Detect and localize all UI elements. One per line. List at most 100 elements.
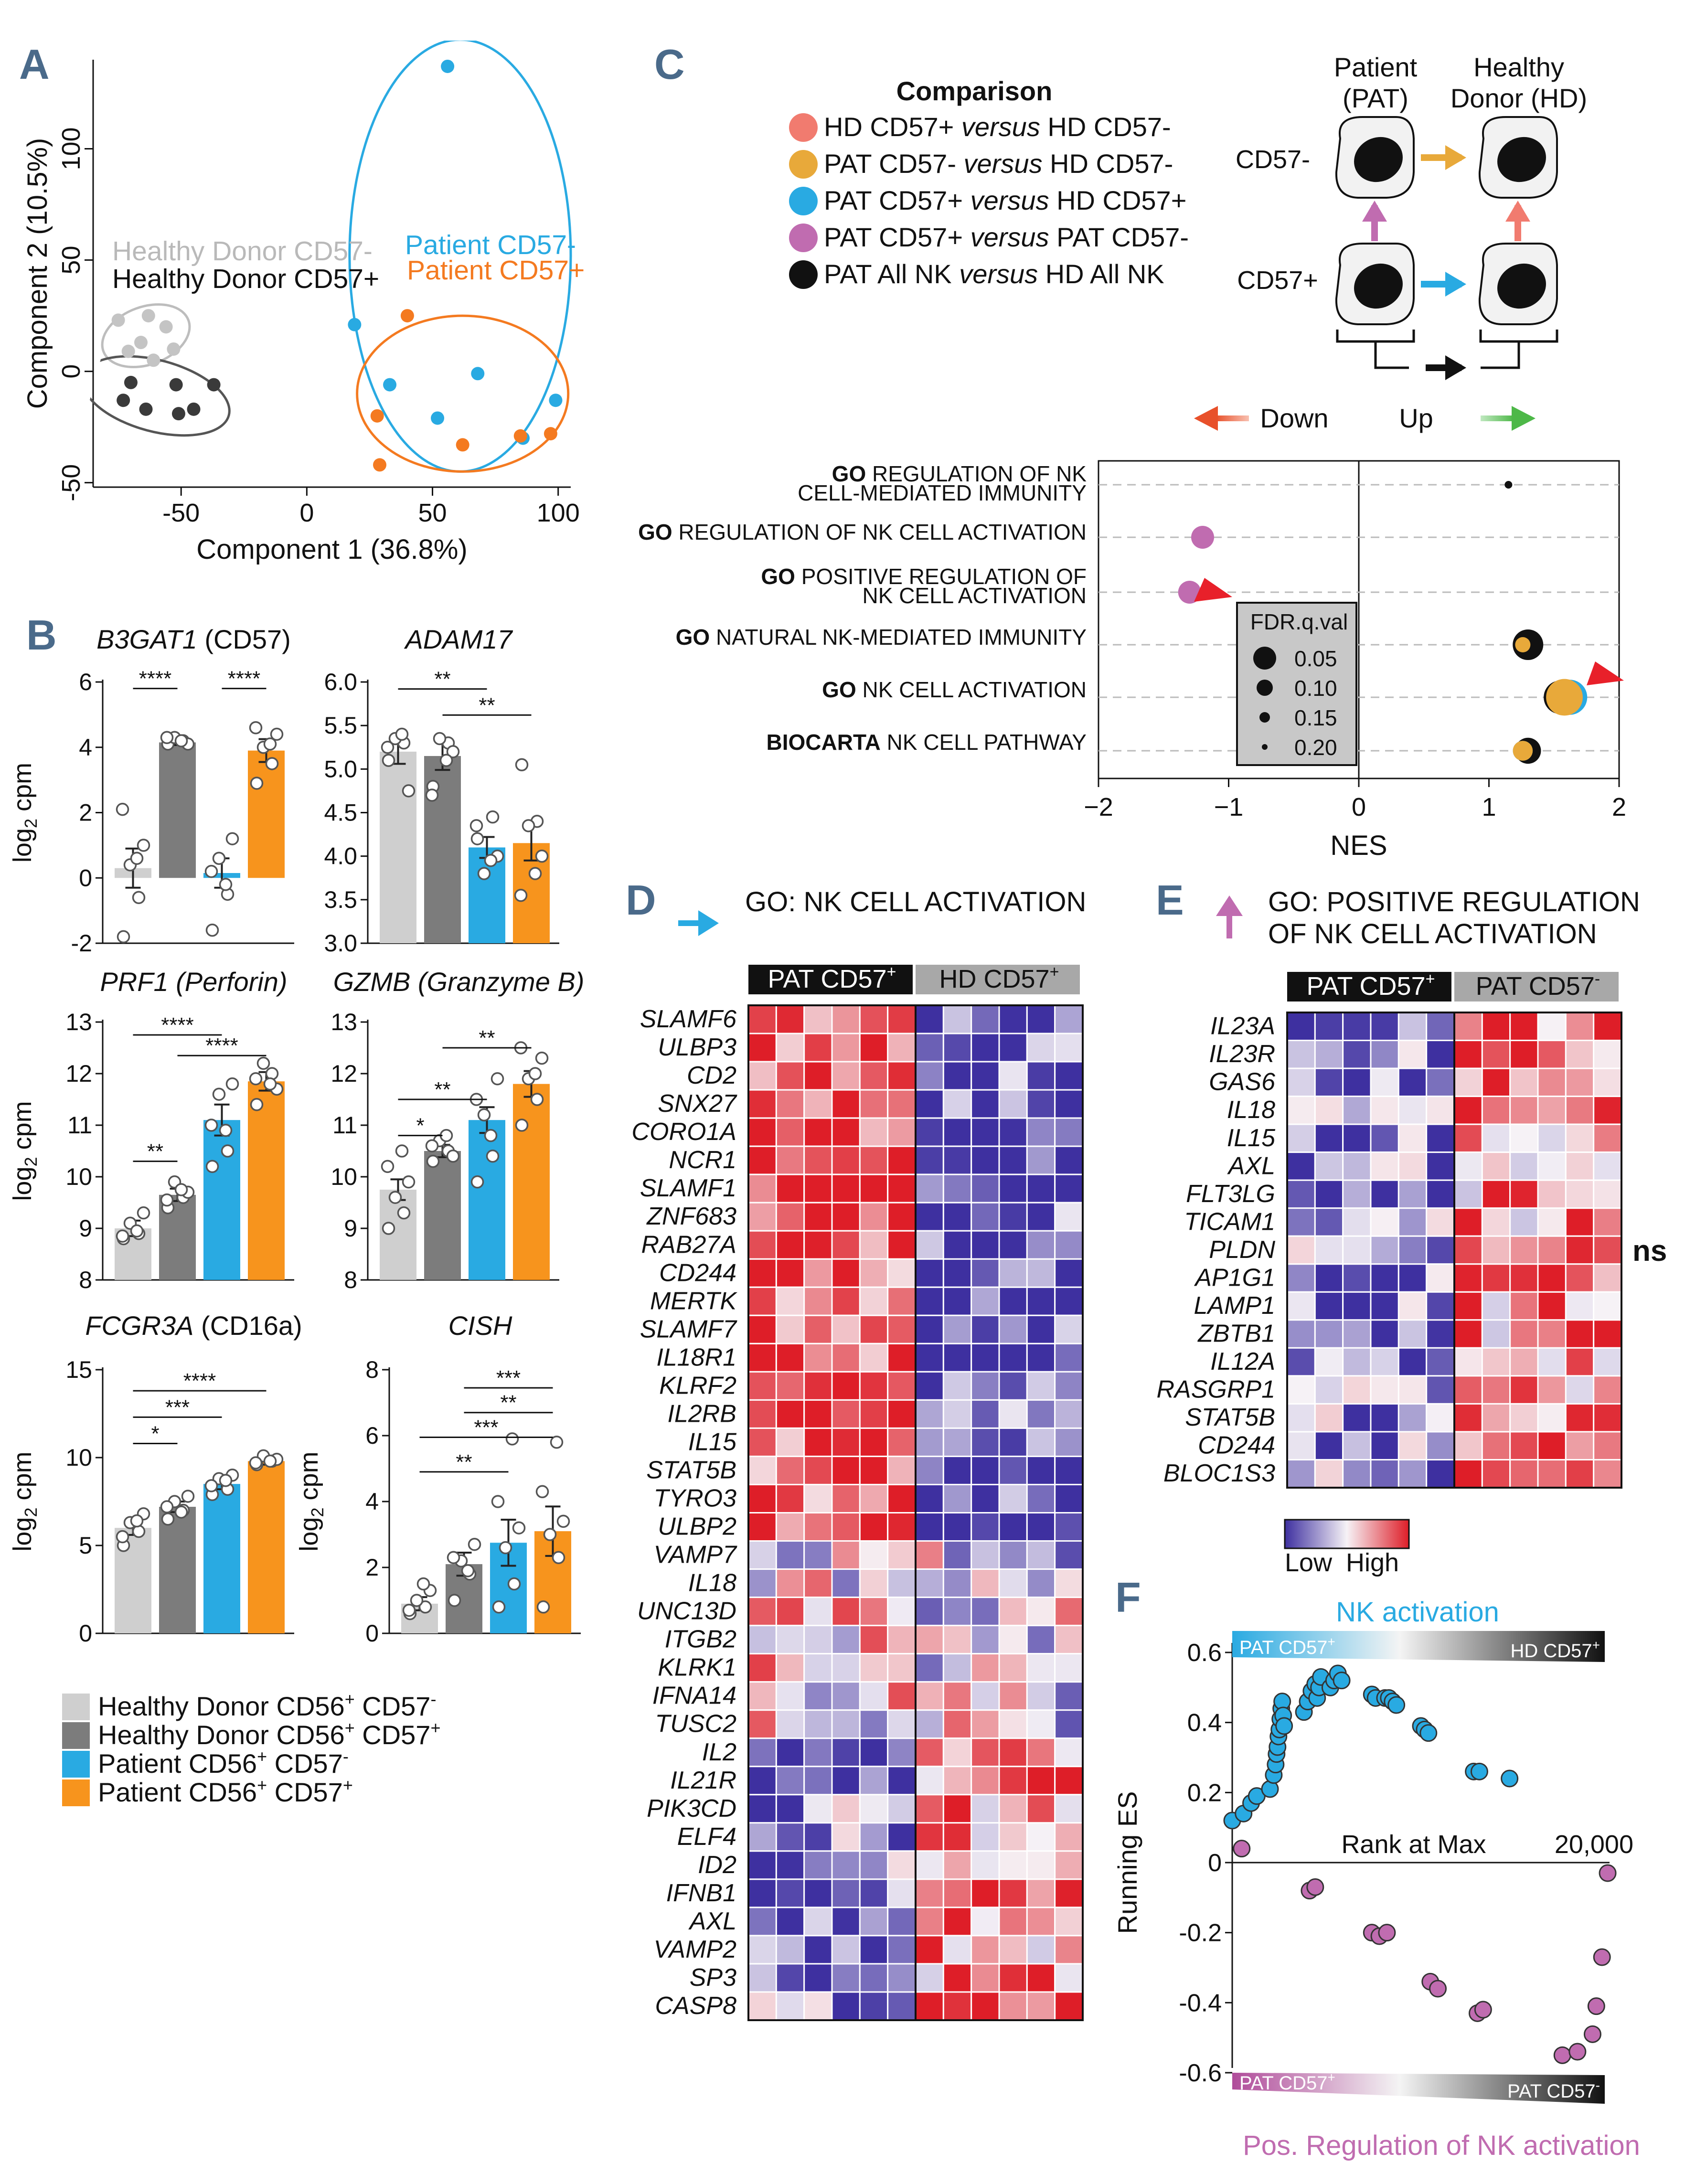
- heatmap-cell: [887, 1963, 917, 1993]
- replicate-point: [160, 1193, 174, 1207]
- heatmap-cell: [887, 1314, 917, 1344]
- replicate-point: [116, 1229, 129, 1243]
- heatmap-cell: [803, 1991, 833, 2021]
- gene-label: TICAM1: [1184, 1208, 1275, 1236]
- significance-label: ****: [161, 1013, 194, 1037]
- bottom-bar-label: PAT CD57-: [1507, 2078, 1600, 2102]
- replicate-point: [535, 849, 549, 863]
- heatmap-cell: [1026, 1427, 1056, 1457]
- y-tick-label: 5.0: [324, 756, 357, 782]
- size-legend-dot: [1257, 680, 1273, 696]
- heatmap-cell: [1426, 1347, 1455, 1377]
- heatmap-cell: [1054, 1230, 1084, 1260]
- heatmap-cell: [915, 1991, 944, 2021]
- heatmap-cell: [1342, 1067, 1372, 1097]
- heatmap-cell: [859, 1286, 889, 1316]
- down-arrow-shaft: [1216, 415, 1249, 421]
- replicate-point: [132, 891, 146, 905]
- y-tick-label: -0.6: [1179, 2059, 1222, 2087]
- y-tick-label: 4: [79, 734, 92, 761]
- heatmap-cell: [747, 1653, 777, 1683]
- heatmap-cell: [1054, 1653, 1084, 1683]
- significance-label: ****: [183, 1369, 216, 1393]
- heatmap-cell: [775, 1568, 805, 1598]
- heatmap-cell: [998, 1907, 1028, 1937]
- heatmap-cell: [775, 1822, 805, 1852]
- y-tick-label: 10: [65, 1444, 92, 1471]
- y-axis-title: log2 cpm: [295, 1451, 327, 1551]
- significance-label: ****: [139, 667, 172, 691]
- replicate-point: [130, 1224, 144, 1238]
- heatmap-cell: [1537, 1319, 1567, 1349]
- rank-annotation: Rank at Max: [1341, 1830, 1486, 1859]
- y-tick-label: 8: [365, 1356, 379, 1383]
- heatmap-cell: [887, 1540, 917, 1570]
- heatmap-cell: [887, 1089, 917, 1119]
- heatmap-cell: [1565, 1067, 1595, 1097]
- replicate-point: [249, 721, 263, 735]
- heatmap-cell: [1509, 1179, 1539, 1209]
- heatmap-cell: [1054, 1878, 1084, 1908]
- heatmap-cell: [942, 1597, 972, 1627]
- heatmap-cell: [1593, 1235, 1622, 1265]
- data-point: [456, 438, 469, 452]
- running-es-point: [1429, 1980, 1447, 1998]
- replicate-point: [543, 1528, 557, 1541]
- gene-label: CD2: [687, 1062, 736, 1089]
- heatmap-cell: [831, 1878, 861, 1908]
- group-header-label: PAT CD57+: [768, 963, 896, 993]
- heatmap-cell: [747, 1935, 777, 1965]
- heatmap-cell: [1453, 1151, 1483, 1181]
- replicate-point: [535, 1051, 549, 1065]
- heatmap-cell: [887, 1878, 917, 1908]
- heatmap-cell: [915, 1737, 944, 1768]
- heatmap-cell: [747, 1314, 777, 1344]
- x-tick-label: 2: [1612, 793, 1626, 821]
- replicate-point: [263, 1454, 277, 1468]
- heatmap-cell: [915, 1822, 944, 1852]
- y-tick-label: 8: [344, 1267, 357, 1293]
- heatmap-cell: [915, 1455, 944, 1485]
- running-es-point: [1387, 1696, 1406, 1714]
- heatmap-cell: [1481, 1096, 1511, 1125]
- heatmap-cell: [1509, 1375, 1539, 1405]
- replicate-point: [397, 1206, 411, 1220]
- data-point: [207, 378, 221, 392]
- bar: [513, 1084, 550, 1280]
- pathway-label: GO REGULATION OF NK CELL ACTIVATION: [638, 520, 1087, 544]
- gene-label: RAB27A: [641, 1231, 736, 1258]
- heatmap-cell: [998, 1371, 1028, 1401]
- pathway-label: CELL-MEDIATED IMMUNITY: [798, 480, 1087, 505]
- heatmap-cell: [831, 1286, 861, 1316]
- heatmap-cell: [887, 1625, 917, 1655]
- heatmap-cell: [1026, 1737, 1056, 1768]
- heatmap-cell: [747, 1540, 777, 1570]
- heatmap-cell: [970, 1907, 1000, 1937]
- gene-label: ZNF683: [646, 1203, 736, 1230]
- heatmap-cell: [1593, 1431, 1622, 1460]
- heatmap-cell: [998, 1850, 1028, 1880]
- heatmap-cell: [747, 1342, 777, 1373]
- gene-label: IL12A: [1210, 1348, 1275, 1375]
- heatmap-cell: [1481, 1459, 1511, 1489]
- comparison-dot: [789, 113, 818, 142]
- heatmap-cell: [1397, 1319, 1428, 1349]
- heatmap-cell: [915, 1258, 944, 1288]
- replicate-point: [212, 1087, 226, 1101]
- replicate-point: [382, 1222, 395, 1235]
- heatmap-cell: [942, 1822, 972, 1852]
- group-header-bar: [748, 965, 913, 994]
- replicate-point: [426, 1154, 440, 1168]
- chart-title: CISH: [448, 1310, 512, 1341]
- heatmap-cell: [1054, 1822, 1084, 1852]
- y-axis-title: Running ES: [1112, 1791, 1142, 1934]
- heatmap-cell: [887, 1512, 917, 1542]
- heatmap-cell: [831, 1822, 861, 1852]
- heatmap-cell: [1054, 1766, 1084, 1796]
- heatmap-cell: [1026, 1033, 1056, 1063]
- gene-label: SNX27: [658, 1090, 737, 1118]
- heatmap-cell: [775, 1455, 805, 1485]
- heatmap-cell: [998, 1427, 1028, 1457]
